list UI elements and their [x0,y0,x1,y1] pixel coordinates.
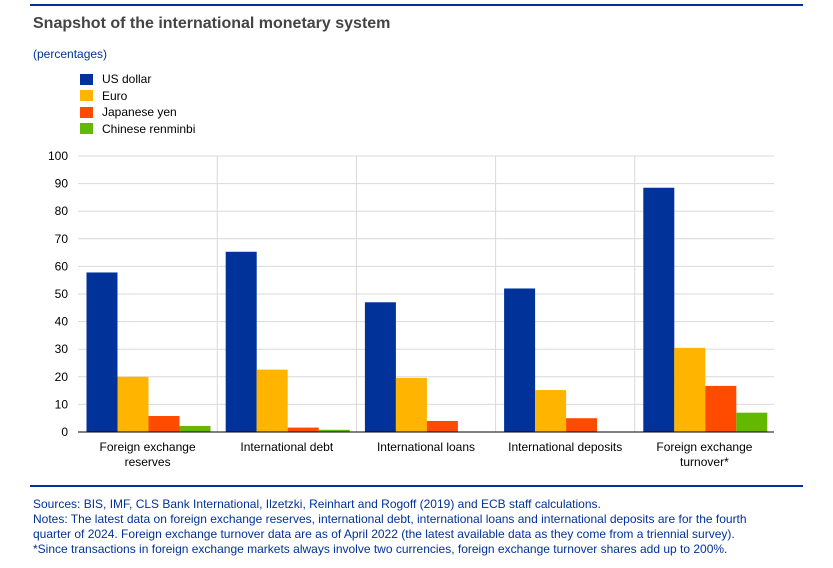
x-category-label: Foreign exchange reserves [100,440,196,469]
notes-line-3: *Since transactions in foreign exchange … [33,542,728,556]
y-tick-label: 100 [48,149,68,163]
bar-us-dollar [643,187,675,432]
chart-subtitle: (percentages) [33,47,108,61]
bar-us-dollar [225,251,257,432]
legend: US dollar Euro Japanese yen Chinese renm… [80,71,195,137]
legend-item-chinese-renminbi: Chinese renminbi [80,121,195,138]
legend-item-euro: Euro [80,88,195,105]
y-tick-label: 50 [55,287,69,301]
legend-label-euro: Euro [102,88,128,103]
y-tick-label: 60 [55,259,69,273]
y-tick-label: 70 [55,232,69,246]
footer-notes: Sources: BIS, IMF, CLS Bank Internationa… [33,497,813,557]
bar-chinese-renminbi [318,429,350,432]
sources-text: Sources: BIS, IMF, CLS Bank Internationa… [33,497,601,511]
x-category-label: International loans [377,440,475,454]
x-category-label-line: reserves [125,455,171,469]
y-tick-label: 40 [55,315,69,329]
bar-japanese-yen [287,427,319,432]
legend-swatch-us-dollar [80,73,93,85]
x-category-label-line: Foreign exchange [100,440,196,454]
bar-us-dollar [86,272,118,432]
legend-label-chinese-renminbi: Chinese renminbi [102,121,196,136]
x-category-label: International debt [240,440,333,454]
y-tick-label: 20 [55,370,69,384]
x-category-label-line: International loans [377,440,475,454]
y-tick-label: 30 [55,342,69,356]
y-tick-label: 0 [61,425,68,439]
x-category-label-line: International deposits [508,440,622,454]
bar-euro [535,390,567,432]
bottom-rule [30,485,803,487]
bar-euro [674,347,706,432]
x-category-label-line: International debt [240,440,333,454]
x-category-label: International deposits [508,440,622,454]
bar-chinese-renminbi [736,412,768,432]
bar-euro [256,369,288,432]
top-rule [30,4,803,6]
bar-us-dollar [364,302,396,432]
legend-label-japanese-yen: Japanese yen [102,105,177,120]
notes-line-1: Notes: The latest data on foreign exchan… [33,512,747,526]
bar-japanese-yen [705,385,737,432]
bar-euro [395,377,427,432]
x-category-label-line: Foreign exchange [656,440,752,454]
y-tick-label: 80 [55,204,69,218]
y-tick-label: 90 [55,177,69,191]
notes-line-2: quarter of 2024. Foreign exchange turnov… [33,527,735,541]
bar-euro [117,376,149,432]
legend-item-us-dollar: US dollar [80,71,195,88]
bar-japanese-yen [148,415,180,432]
bar-japanese-yen [566,418,598,432]
y-tick-label: 10 [55,397,69,411]
x-category-label: Foreign exchange turnover* [656,440,752,469]
x-category-label-line: turnover* [680,455,729,469]
bar-japanese-yen [426,420,458,432]
bar-chinese-renminbi [179,425,211,432]
legend-item-japanese-yen: Japanese yen [80,104,195,121]
legend-swatch-japanese-yen [80,106,93,118]
legend-swatch-euro [80,90,93,102]
legend-label-us-dollar: US dollar [102,72,152,87]
chart-title: Snapshot of the international monetary s… [33,15,391,32]
legend-swatch-chinese-renminbi [80,123,93,135]
bar-us-dollar [504,288,536,432]
